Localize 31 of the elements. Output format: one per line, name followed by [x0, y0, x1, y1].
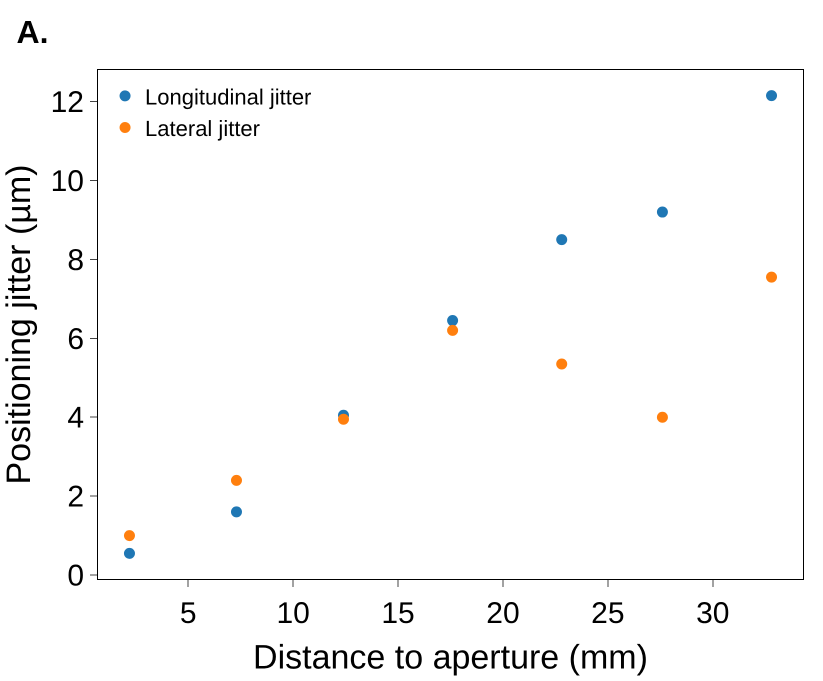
point	[230, 474, 242, 486]
point	[656, 412, 668, 423]
point	[338, 414, 349, 425]
chart-title: A.	[16, 14, 48, 50]
point	[124, 548, 135, 559]
x-tick-label: 25	[591, 597, 625, 630]
y-tick-label: 4	[67, 402, 84, 435]
point	[230, 506, 242, 518]
point	[556, 358, 568, 370]
x-tick-label: 5	[180, 597, 197, 630]
y-tick-label: 8	[67, 244, 84, 277]
x-tick-label: 10	[276, 597, 310, 630]
point	[656, 206, 668, 218]
legend-label: Longitudinal jitter	[145, 84, 312, 110]
x-tick-label: 15	[381, 597, 415, 630]
x-tick-label: 20	[486, 597, 520, 630]
point	[447, 324, 458, 336]
y-axis-title: Positioning jitter (µm)	[0, 164, 38, 485]
point	[766, 90, 778, 102]
y-tick-label: 6	[67, 322, 84, 356]
y-tick-label: 10	[50, 164, 84, 198]
y-tick-label: 0	[67, 560, 84, 593]
y-tick-label: 2	[67, 480, 84, 514]
point	[556, 234, 568, 246]
x-tick-label: 30	[696, 597, 730, 630]
y-tick-label: 12	[50, 86, 84, 120]
point	[447, 315, 458, 326]
x-axis-title: Distance to aperture (mm)	[253, 638, 648, 676]
point	[124, 530, 135, 542]
legend-label: Lateral jitter	[145, 116, 260, 142]
point	[766, 272, 778, 283]
